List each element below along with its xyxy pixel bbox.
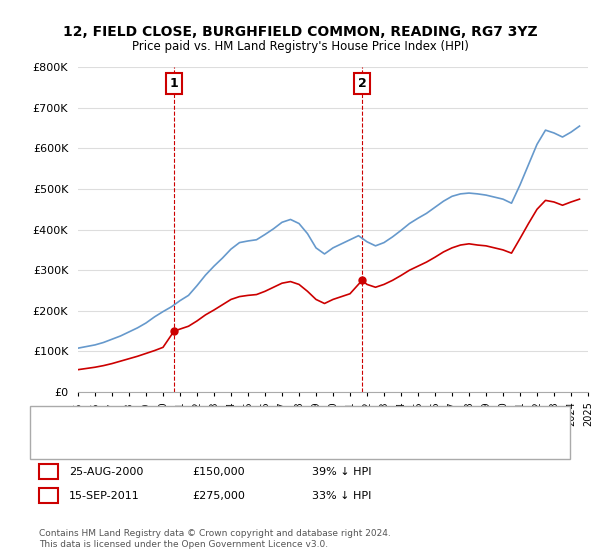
Text: HPI: Average price, detached house, West Berkshire: HPI: Average price, detached house, West… [81,435,352,445]
Text: —: — [54,407,73,426]
Text: Price paid vs. HM Land Registry's House Price Index (HPI): Price paid vs. HM Land Registry's House … [131,40,469,53]
Text: 12, FIELD CLOSE, BURGHFIELD COMMON, READING, RG7 3YZ (detached house): 12, FIELD CLOSE, BURGHFIELD COMMON, READ… [81,411,494,421]
Text: 12, FIELD CLOSE, BURGHFIELD COMMON, READING, RG7 3YZ: 12, FIELD CLOSE, BURGHFIELD COMMON, READ… [62,25,538,39]
Text: £275,000: £275,000 [192,491,245,501]
Text: 15-SEP-2011: 15-SEP-2011 [69,491,140,501]
Text: £150,000: £150,000 [192,466,245,477]
Text: 33% ↓ HPI: 33% ↓ HPI [312,491,371,501]
Text: 39% ↓ HPI: 39% ↓ HPI [312,466,371,477]
Text: —: — [54,430,73,449]
Text: 2: 2 [358,77,367,90]
Text: 1: 1 [170,77,178,90]
Text: 25-AUG-2000: 25-AUG-2000 [69,466,143,477]
Text: Contains HM Land Registry data © Crown copyright and database right 2024.
This d: Contains HM Land Registry data © Crown c… [39,529,391,549]
Text: 1: 1 [44,465,53,478]
Text: 2: 2 [44,489,53,502]
